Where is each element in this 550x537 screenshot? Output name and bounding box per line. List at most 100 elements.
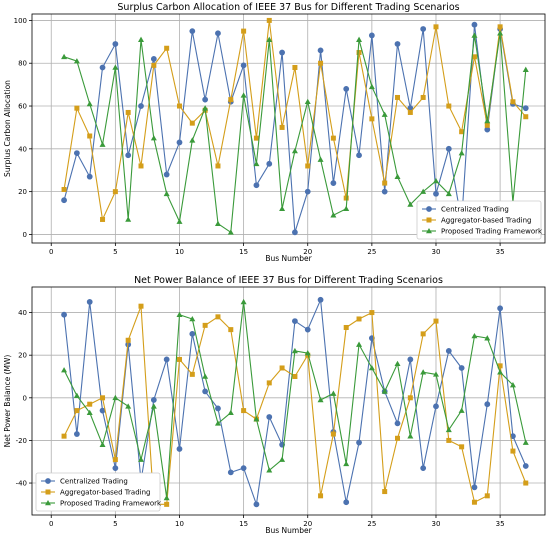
y-tick-label: 20 xyxy=(18,352,27,360)
data-point xyxy=(523,480,529,486)
data-point xyxy=(176,139,183,146)
data-point xyxy=(215,405,221,412)
data-point xyxy=(61,197,67,204)
data-point xyxy=(241,408,247,414)
data-point xyxy=(74,105,80,111)
data-point xyxy=(125,152,132,159)
data-point xyxy=(240,92,247,98)
data-point xyxy=(304,350,311,356)
data-point xyxy=(279,124,285,130)
data-point xyxy=(330,390,337,396)
legend-item-1: Centralized Trading xyxy=(422,206,509,214)
legend-label: Centralized Trading xyxy=(441,206,509,214)
data-point xyxy=(330,212,337,218)
y-tick-label: 0 xyxy=(23,231,27,239)
chart-title: Net Power Balance of IEEE 37 Bus for Dif… xyxy=(134,275,443,286)
legend-label: Centralized Trading xyxy=(60,478,128,486)
data-point xyxy=(432,177,439,184)
data-point xyxy=(433,24,439,30)
data-point xyxy=(484,122,490,128)
data-point xyxy=(163,356,170,363)
data-point xyxy=(432,371,439,377)
data-point xyxy=(189,120,195,126)
legend: Centralized Trading Aggregator-based Trad… xyxy=(35,472,162,512)
y-tick-label: 100 xyxy=(14,17,27,25)
data-point xyxy=(228,327,234,333)
legend-label: Proposed Trading Framework xyxy=(441,228,543,236)
data-point xyxy=(125,403,132,409)
data-point xyxy=(61,433,67,439)
data-point xyxy=(86,173,93,180)
x-tick-label: 10 xyxy=(175,520,184,528)
chart-surplus-carbon: 0 5 10 15 20 25 30 35 0 20 40 60 80 100 Surplus Carbon… xyxy=(3,2,546,263)
chart-net-power-balance: 0 5 10 15 20 25 30 35 -40 -20 0 20 40 Net Power Balan… xyxy=(3,275,546,535)
legend-item-2: Aggregator-based Trading xyxy=(422,217,531,225)
data-point xyxy=(86,299,93,305)
data-point xyxy=(356,439,362,446)
data-point xyxy=(214,220,221,227)
data-point xyxy=(381,388,388,394)
data-point xyxy=(420,331,426,337)
data-point xyxy=(99,64,106,71)
y-tick-label: 0 xyxy=(23,394,27,402)
data-point xyxy=(87,401,93,407)
data-point xyxy=(343,195,349,201)
data-point xyxy=(163,494,170,501)
data-point xyxy=(330,431,336,437)
y-axis-label: Net Power Balance (MW) xyxy=(3,355,12,448)
data-point xyxy=(215,163,221,169)
data-point xyxy=(382,180,388,186)
data-point xyxy=(61,311,67,318)
data-point xyxy=(189,28,196,35)
data-point xyxy=(433,318,439,324)
x-tick-label: 35 xyxy=(496,248,505,256)
series-3 xyxy=(61,298,529,501)
data-point xyxy=(73,150,80,157)
data-point xyxy=(433,190,439,197)
legend-box xyxy=(35,472,161,512)
data-point xyxy=(445,426,452,433)
data-point xyxy=(189,137,196,143)
data-point xyxy=(368,83,375,90)
data-point xyxy=(112,465,119,472)
data-point xyxy=(317,47,324,54)
series-3 xyxy=(61,30,529,235)
data-point xyxy=(343,324,349,330)
data-point xyxy=(445,348,452,354)
y-tick-label: 80 xyxy=(18,60,27,68)
data-point xyxy=(317,296,324,303)
data-point xyxy=(420,465,427,472)
data-point xyxy=(150,135,157,141)
data-point xyxy=(317,396,324,403)
data-point xyxy=(407,356,414,363)
data-point xyxy=(112,64,119,70)
data-point xyxy=(381,111,388,117)
data-point xyxy=(163,171,170,178)
data-point xyxy=(509,382,516,388)
data-point xyxy=(151,62,157,68)
x-tick-label: 15 xyxy=(239,248,248,256)
data-point xyxy=(227,469,234,476)
data-point xyxy=(394,173,401,179)
legend-item-3: Proposed Trading Framework xyxy=(422,228,543,236)
data-point xyxy=(356,36,363,42)
data-point xyxy=(330,135,336,141)
y-tick-label: -40 xyxy=(16,480,27,488)
data-point xyxy=(253,416,260,422)
data-point xyxy=(318,60,324,66)
legend-label: Proposed Trading Framework xyxy=(60,500,162,508)
data-point xyxy=(112,394,119,401)
data-point xyxy=(215,30,221,37)
data-point xyxy=(292,65,298,71)
data-point xyxy=(279,49,285,56)
legend-marker xyxy=(426,228,432,234)
data-point xyxy=(382,489,388,495)
data-point xyxy=(330,180,337,186)
data-point xyxy=(99,141,106,147)
data-point xyxy=(202,322,208,328)
data-point xyxy=(484,335,491,341)
data-point xyxy=(241,28,247,34)
x-tick-label: 0 xyxy=(49,520,53,528)
data-point xyxy=(266,36,273,42)
data-point xyxy=(125,109,131,115)
